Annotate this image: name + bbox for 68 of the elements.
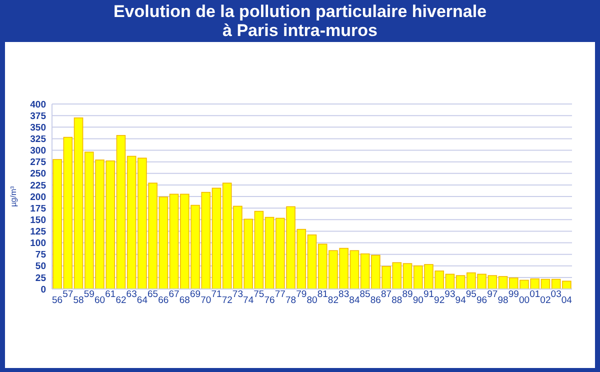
x-tick-label: 04 [561,295,572,306]
x-tick-label: 82 [328,295,339,306]
x-tick-label: 87 [380,289,392,300]
x-tick-label: 92 [434,295,445,306]
x-tick-label: 61 [105,289,116,300]
x-tick-label: 66 [158,295,169,306]
y-tick-label: 125 [30,226,47,238]
y-tick-label: 325 [30,134,47,146]
x-tick-label: 60 [94,295,106,306]
x-tick-label: 63 [126,289,137,300]
x-tick-label: 90 [412,295,424,306]
x-tick-label: 02 [540,295,551,306]
x-tick-label: 91 [423,289,434,300]
x-tick-label: 72 [222,295,232,306]
x-tick-label: 56 [52,295,63,306]
x-tick-label: 76 [264,295,275,306]
y-tick-label: 275 [30,157,47,168]
x-tick-label: 03 [550,289,562,300]
y-tick-label: 225 [30,180,47,192]
y-tick-label: 200 [30,192,46,203]
x-tick-label: 00 [518,295,530,306]
x-tick-label: 80 [306,295,318,306]
x-tick-label: 62 [116,295,126,306]
x-tick-label: 98 [498,295,508,306]
y-tick-label: 175 [30,203,47,214]
y-tick-label: 375 [30,110,47,122]
x-tick-label: 59 [84,289,94,300]
y-tick-label: 100 [30,238,46,250]
x-tick-label: 83 [338,289,350,300]
x-tick-label: 97 [487,289,498,300]
x-tick-label: 88 [392,295,402,306]
y-tick-label: 400 [30,99,46,110]
y-tick-label: 350 [30,122,46,134]
x-tick-label: 93 [444,289,456,300]
x-tick-label: 67 [168,289,180,300]
x-tick-label: 85 [360,289,370,300]
y-tick-label: 300 [30,146,46,157]
x-tick-label: 69 [190,289,201,300]
x-tick-label: 74 [243,295,254,306]
x-tick-label: 64 [136,295,148,306]
x-tick-label: 96 [476,295,488,306]
x-tick-label: 79 [296,289,307,300]
x-tick-label: 57 [62,289,74,300]
x-tick-label: 94 [455,295,466,306]
x-tick-label: 77 [274,289,286,300]
x-tick-label: 78 [285,295,296,306]
x-tick-label: 58 [73,295,84,306]
y-tick-label: 25 [35,272,47,284]
x-tick-label: 89 [402,289,413,300]
x-tick-label: 68 [179,295,190,306]
chart-title: Evolution de la pollution particulaire hivernale à Paris intra-muros [113,2,487,40]
x-tick-label: 81 [317,289,328,300]
x-tick-label: 95 [466,289,476,300]
y-tick-label: 75 [35,250,47,261]
x-tick-label: 86 [370,295,381,306]
y-tick-label: 250 [30,168,46,180]
x-tick-label: 75 [254,289,264,300]
x-tick-label: 99 [508,289,519,300]
x-tick-label: 84 [349,295,360,306]
x-tick-label: 01 [530,289,540,300]
x-tick-label: 65 [148,289,158,300]
y-tick-label: 150 [30,214,46,226]
y-tick-label: 0 [40,284,46,296]
y-tick-label: 50 [35,261,46,272]
x-tick-label: 73 [232,289,244,300]
x-tick-label: 70 [200,295,212,306]
y-axis-title: µg/m³ [9,186,18,207]
x-tick-label: 71 [211,289,222,300]
